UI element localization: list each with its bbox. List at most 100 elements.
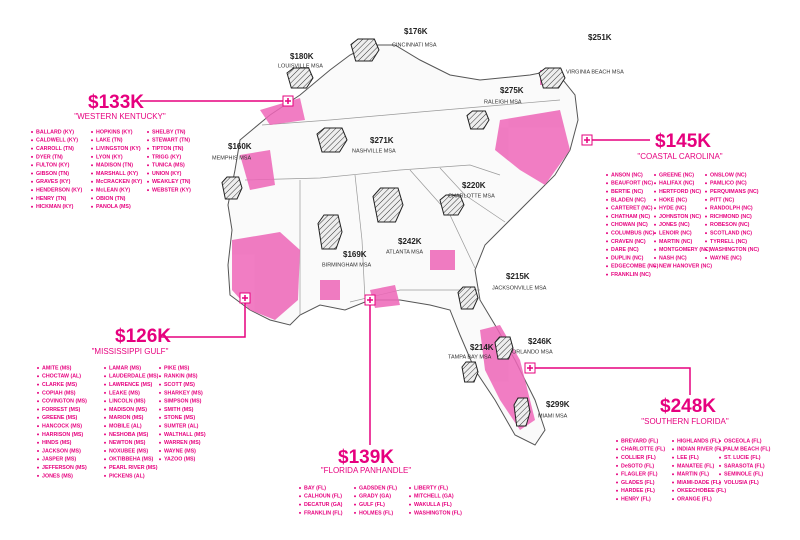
bullet <box>672 473 674 476</box>
county: OSCEOLA (FL) <box>724 438 762 444</box>
county: DeSOTO (FL) <box>621 463 654 469</box>
county: HANCOCK (MS) <box>42 424 82 430</box>
bullet <box>31 205 33 208</box>
msa-name: TAMPA BAY MSA <box>448 354 492 360</box>
county: OKTIBBEHA (MS) <box>109 457 153 463</box>
county: JASPER (MS) <box>42 457 76 463</box>
bullet <box>37 450 39 452</box>
bullet <box>159 458 161 461</box>
county: FRANKLIN (FL) <box>304 510 343 516</box>
bullet <box>654 232 656 235</box>
bullet <box>159 450 161 452</box>
county: SEMINOLE (FL) <box>724 472 763 478</box>
county: COLUMBUS (NC) <box>611 231 654 237</box>
county: SHELBY (TN) <box>152 129 186 135</box>
msa-name: CHARLOTTE MSA <box>448 193 495 199</box>
bullet <box>104 408 106 411</box>
bullet <box>104 474 106 477</box>
bullet <box>31 189 33 192</box>
bullet <box>672 448 674 451</box>
region-value: $145K <box>655 131 711 152</box>
county: MARION (MS) <box>109 415 144 421</box>
county: NEW HANOVER (NC) <box>659 264 712 270</box>
county: COLLIER (FL) <box>621 455 656 461</box>
pink-areas <box>232 70 570 430</box>
bullet <box>147 172 149 175</box>
county: HIGHLANDS (FL) <box>677 438 720 444</box>
bullet <box>616 456 618 459</box>
bullet <box>31 131 33 133</box>
county: WEBSTER (KY) <box>152 188 191 194</box>
county: JONES (MS) <box>42 473 73 479</box>
bullet <box>719 481 721 484</box>
county: ONSLOW (NC) <box>710 172 747 178</box>
county: SMITH (MS) <box>164 407 194 413</box>
county: FORREST (MS) <box>42 407 80 413</box>
county: LEE (FL) <box>677 455 699 461</box>
county: COPIAH (MS) <box>42 390 76 396</box>
county: PALM BEACH (FL) <box>724 447 771 453</box>
county: MIAMI-DADE (FL) <box>677 480 721 486</box>
bullet <box>409 503 411 506</box>
bullet <box>719 473 721 476</box>
county: BEAUFORT (NC) <box>611 181 653 187</box>
bullet <box>719 448 721 451</box>
bullet <box>104 391 106 394</box>
msa-area <box>439 194 465 216</box>
county: AMITE (MS) <box>42 365 72 371</box>
bullet <box>672 498 674 501</box>
county: LYON (KY) <box>96 154 123 160</box>
bullet <box>654 198 656 201</box>
bullet <box>104 433 106 436</box>
county: WEAKLEY (TN) <box>152 179 191 185</box>
county: COVINGTON (MS) <box>42 399 87 405</box>
region-name: "MISSISSIPPI GULF" <box>92 347 169 356</box>
bullet <box>159 391 161 394</box>
bullet <box>606 190 608 193</box>
bullet <box>672 464 674 467</box>
bullet <box>654 207 656 210</box>
bullet <box>91 155 93 158</box>
bullet <box>147 131 149 133</box>
county: JONES (NC) <box>659 222 690 228</box>
county: WAYNE (NC) <box>710 255 742 261</box>
county: CHATHAM (NC) <box>611 214 650 220</box>
plus-marker <box>527 365 533 371</box>
bullet <box>91 172 93 175</box>
bullet <box>159 383 161 386</box>
bullet <box>31 164 33 167</box>
msa-area <box>350 38 380 62</box>
msa-area <box>317 214 343 250</box>
bullet <box>159 400 161 403</box>
county: JOHNSTON (NC) <box>659 214 701 220</box>
msa-name: VIRGINIA BEACH MSA <box>566 69 624 75</box>
county: JACKSON (MS) <box>42 448 81 454</box>
bullet <box>606 240 608 243</box>
bullet <box>719 440 721 442</box>
county: BAY (FL) <box>304 485 326 491</box>
msa-area <box>513 397 531 427</box>
msa-area <box>221 176 243 200</box>
bullet <box>37 416 39 419</box>
msa-name: ORLANDO MSA <box>512 349 553 355</box>
bullet <box>606 265 608 268</box>
county: CLARKE (MS) <box>42 382 77 388</box>
bullet <box>705 240 707 243</box>
bullet <box>91 205 93 208</box>
bullet <box>606 182 608 185</box>
county: INDIAN RIVER (FL) <box>677 447 725 453</box>
county: SCOTLAND (NC) <box>710 231 752 237</box>
county: LAMAR (MS) <box>109 365 141 371</box>
county: ANSON (NC) <box>611 172 643 178</box>
bullet <box>606 273 608 276</box>
bullet <box>37 367 39 369</box>
msa-area <box>494 336 514 360</box>
bullet <box>91 131 93 133</box>
bullet <box>91 147 93 150</box>
bullet <box>37 400 39 403</box>
bullet <box>616 464 618 467</box>
msa-value: $271K <box>370 136 394 145</box>
county: SHARKEY (MS) <box>164 390 203 396</box>
county: GREENE (MS) <box>42 415 78 421</box>
